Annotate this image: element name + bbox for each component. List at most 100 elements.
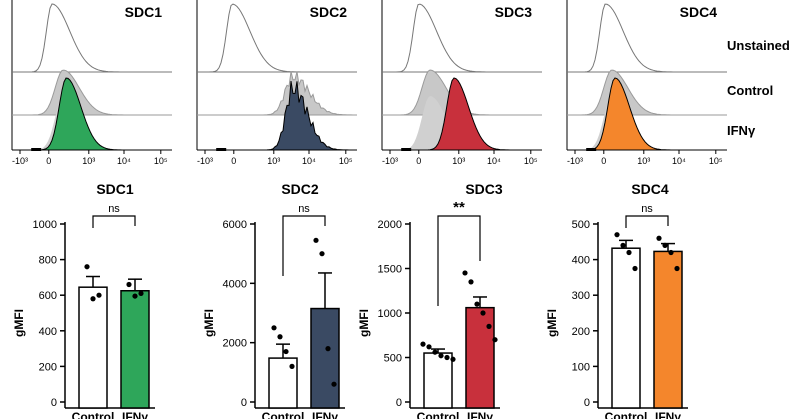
x-tick-label: 10⁴ (672, 156, 686, 166)
data-point (614, 232, 620, 238)
x-tick-label: 10³ (267, 156, 280, 166)
row-labels: Unstained Control IFNγ (727, 38, 790, 138)
axis-break-mark (31, 148, 42, 151)
x-category-label: IFNγ (122, 410, 148, 419)
y-tick-label: 1500 (378, 264, 402, 276)
bar-control (611, 247, 641, 409)
histogram-ifng (197, 81, 357, 151)
data-point (325, 346, 331, 352)
bar-ifng (310, 307, 340, 409)
y-tick-label: 400 (39, 326, 57, 338)
x-category-label: IFNγ (312, 410, 338, 419)
x-tick-label: 10⁵ (339, 156, 353, 166)
histogram-panel-sdc3: SDC3 -10³ 0 10³ 10⁴ 10⁵ (381, 0, 542, 166)
x-tick-label: 10⁵ (154, 156, 168, 166)
y-axis-label: gMFI (357, 309, 371, 337)
y-tick-label: 0 (51, 397, 57, 409)
data-point (462, 270, 468, 276)
data-point (132, 293, 138, 299)
y-tick-label: 2000 (223, 338, 247, 350)
significance-label: ns (641, 203, 653, 215)
axis-break-mark (586, 148, 597, 151)
y-tick-label: 300 (572, 290, 590, 302)
data-point (277, 334, 283, 340)
x-category-label: IFNγ (467, 410, 493, 419)
data-point (480, 310, 486, 316)
bar-control (423, 352, 453, 409)
significance-label: ** (453, 199, 465, 216)
data-point (674, 265, 680, 272)
bar-chart-sdc4: SDC4 gMFI 0 100 200 300 400 500 Control IFNγ ns (545, 181, 688, 419)
y-tick-label: 0 (241, 397, 247, 409)
bar-chart-sdc3: SDC3 gMFI 0 500 1000 1500 2000 Control IFNγ ** (357, 181, 503, 419)
row-label-ifng: IFNγ (727, 123, 756, 138)
bar-control (78, 286, 108, 409)
y-tick-label: 600 (39, 290, 57, 302)
data-point (90, 296, 96, 302)
chart-title: SDC4 (631, 181, 669, 197)
bar-ifng (120, 290, 150, 409)
histogram-control (567, 69, 727, 116)
histogram-control-overlay (567, 96, 727, 150)
data-point (313, 237, 319, 243)
x-tick-label: 10⁵ (524, 156, 538, 166)
histogram-title: SDC3 (495, 4, 533, 20)
x-tick-label: 10³ (452, 156, 465, 166)
axis-break-mark (216, 148, 227, 151)
data-point (271, 325, 277, 331)
y-tick-label: 200 (39, 361, 57, 373)
histogram-control-overlay (197, 98, 357, 150)
y-tick-label: 500 (572, 219, 590, 231)
bar-ifng (465, 306, 495, 409)
x-tick-label: 10⁴ (117, 156, 131, 166)
histogram-unstained (12, 3, 172, 73)
row-label-control: Control (727, 83, 773, 98)
histogram-unstained (197, 3, 357, 73)
y-tick-label: 2000 (378, 219, 402, 231)
chart-title: SDC3 (465, 181, 503, 197)
x-category-label: IFNγ (655, 410, 681, 419)
data-point (486, 323, 492, 329)
axis-break-mark (401, 148, 412, 151)
data-point (626, 249, 632, 256)
y-tick-label: 1000 (378, 308, 402, 320)
x-tick-label: 10⁴ (487, 156, 501, 166)
data-point (319, 251, 325, 257)
histogram-control-overlay (382, 96, 542, 150)
x-tick-label: 0 (46, 156, 51, 166)
x-category-label: Control (72, 410, 115, 419)
data-point (468, 279, 474, 285)
y-tick-label: 1000 (33, 219, 57, 231)
bar-chart-sdc1: SDC1 gMFI 0 200 400 600 800 1000 Control IFNγ ns (12, 181, 155, 419)
y-axis-label: gMFI (12, 309, 26, 337)
data-point (444, 354, 450, 361)
significance-bracket (92, 215, 136, 228)
data-point (96, 292, 102, 298)
histogram-title: SDC2 (310, 4, 348, 20)
histogram-panel-sdc4: SDC4 -10³ 0 10³ 10⁴ 10⁵ (566, 0, 727, 166)
chart-title: SDC2 (281, 181, 319, 197)
bar-ifng (653, 250, 683, 409)
histogram-panel-sdc1: SDC1 -10³ 0 10³ 10⁴ 10⁵ (11, 0, 172, 166)
data-point (138, 290, 144, 297)
y-tick-label: 6000 (223, 219, 247, 231)
x-category-label: Control (417, 410, 460, 419)
y-tick-label: 100 (572, 361, 590, 373)
x-tick-label: -10³ (382, 156, 398, 166)
bar-chart-sdc2: SDC2 gMFI 0 2000 4000 6000 Control IFNγ ns (202, 181, 345, 419)
data-point (283, 348, 289, 355)
y-tick-label: 0 (396, 397, 402, 409)
x-category-label: Control (262, 410, 305, 419)
x-category-label: Control (605, 410, 648, 419)
data-point (492, 337, 498, 343)
x-tick-label: 10³ (637, 156, 650, 166)
x-tick-label: -10³ (567, 156, 583, 166)
x-tick-label: 10⁴ (302, 156, 316, 166)
histogram-control-overlay (12, 96, 172, 150)
y-tick-label: 200 (572, 326, 590, 338)
data-point (620, 242, 626, 248)
chart-title: SDC1 (96, 181, 134, 197)
